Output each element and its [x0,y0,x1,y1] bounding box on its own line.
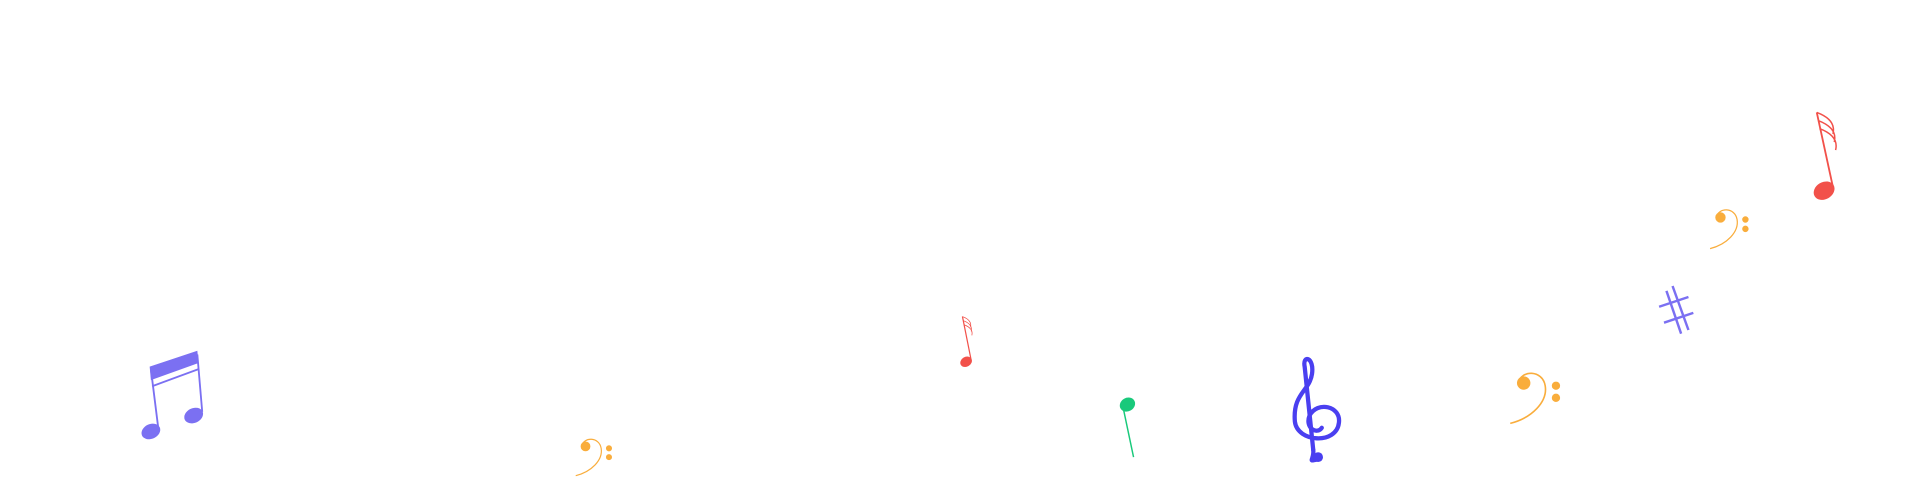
bass-clef [1709,209,1749,250]
treble-clef [1292,356,1342,463]
quarter-note [1119,397,1136,458]
bass-clef [575,438,613,477]
sharp-sign [1658,285,1694,335]
sixteenth-note [960,316,973,367]
bass-clef [1509,372,1561,425]
sixteenth-note [1813,111,1837,200]
beamed-notes [141,350,204,440]
